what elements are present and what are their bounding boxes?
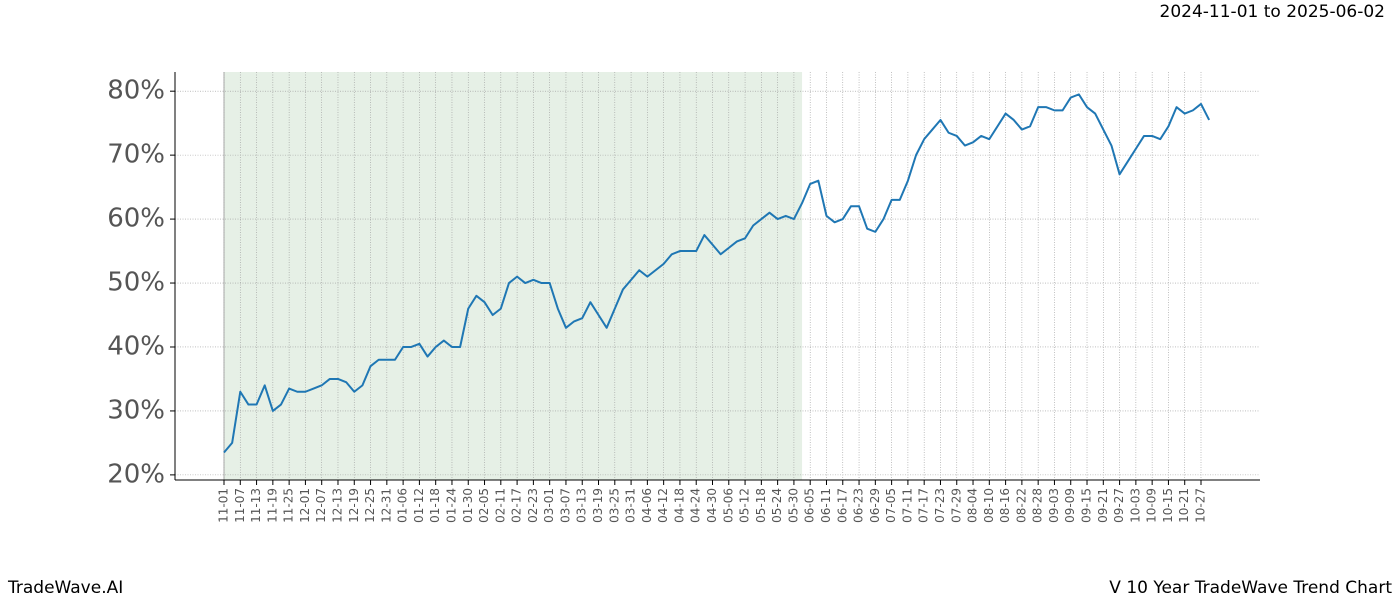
x-tick-label: 11-01 [217, 488, 231, 523]
x-tick-label: 08-16 [998, 488, 1012, 523]
shaded-region [224, 72, 803, 480]
x-tick-label: 04-24 [689, 488, 703, 523]
y-tick-label: 50% [107, 268, 165, 298]
y-tick-label: 70% [107, 140, 165, 170]
x-tick-label: 01-18 [428, 488, 442, 523]
x-tick-label: 12-19 [347, 488, 361, 523]
x-tick-label: 04-06 [640, 488, 654, 523]
x-tick-label: 07-05 [884, 488, 898, 523]
x-tick-label: 10-03 [1128, 488, 1142, 523]
x-tick-label: 11-25 [282, 488, 296, 523]
chart-title: 2024-11-01 to 2025-06-02 [1160, 2, 1385, 22]
x-tick-label: 04-18 [672, 488, 686, 523]
x-tick-label: 08-10 [982, 488, 996, 523]
x-tick-label: 03-31 [624, 488, 638, 523]
x-tick-label: 10-15 [1161, 488, 1175, 523]
x-tick-label: 07-17 [917, 488, 931, 523]
x-tick-label: 02-11 [493, 488, 507, 523]
x-tick-label: 12-31 [379, 488, 393, 523]
x-tick-label: 05-24 [770, 488, 784, 523]
y-tick-label: 30% [107, 395, 165, 425]
x-tick-label: 03-25 [607, 488, 621, 523]
x-tick-label: 10-09 [1145, 488, 1159, 523]
x-tick-label: 12-07 [314, 488, 328, 523]
x-tick-label: 10-21 [1177, 488, 1191, 523]
x-tick-label: 11-13 [249, 488, 263, 523]
x-tick-label: 07-23 [933, 488, 947, 523]
x-tick-label: 05-06 [721, 488, 735, 523]
x-tick-label: 12-25 [363, 488, 377, 523]
x-tick-label: 06-17 [835, 488, 849, 523]
x-tick-label: 09-09 [1063, 488, 1077, 523]
x-tick-label: 06-11 [819, 488, 833, 523]
x-tick-label: 09-03 [1047, 488, 1061, 523]
footer-left: TradeWave.AI [7, 578, 123, 598]
x-tick-label: 05-30 [786, 488, 800, 523]
x-tick-label: 09-21 [1096, 488, 1110, 523]
x-tick-label: 04-12 [656, 488, 670, 523]
x-tick-label: 11-19 [265, 488, 279, 523]
x-tick-label: 06-05 [803, 488, 817, 523]
x-tick-label: 12-13 [330, 488, 344, 523]
x-tick-label: 01-06 [396, 488, 410, 523]
y-tick-label: 20% [107, 459, 165, 489]
x-tick-label: 02-23 [526, 488, 540, 523]
x-tick-label: 06-29 [868, 488, 882, 523]
x-tick-label: 06-23 [852, 488, 866, 523]
x-tick-label: 12-01 [298, 488, 312, 523]
y-tick-label: 80% [107, 76, 165, 106]
trend-line [223, 93, 1211, 454]
x-tick-label: 05-18 [754, 488, 768, 523]
x-tick-label: 08-28 [1031, 488, 1045, 523]
x-tick-label: 11-07 [233, 488, 247, 523]
x-tick-label: 03-19 [591, 488, 605, 523]
x-tick-label: 07-29 [949, 488, 963, 523]
x-tick-label: 01-24 [444, 488, 458, 523]
x-tick-label: 10-27 [1194, 488, 1208, 523]
y-tick-label: 60% [107, 204, 165, 234]
x-tick-label: 03-07 [558, 488, 572, 523]
x-tick-label: 03-01 [542, 488, 556, 523]
x-tick-label: 09-27 [1112, 488, 1126, 523]
x-tick-label: 02-05 [477, 488, 491, 523]
x-tick-label: 03-13 [575, 488, 589, 523]
x-tick-label: 09-15 [1080, 488, 1094, 523]
x-tick-label: 08-22 [1014, 488, 1028, 523]
y-tick-label: 40% [107, 331, 165, 361]
x-tick-label: 02-17 [510, 488, 524, 523]
x-tick-label: 05-12 [738, 488, 752, 523]
footer-right: V 10 Year TradeWave Trend Chart [1109, 578, 1392, 598]
x-tick-label: 01-30 [461, 488, 475, 523]
x-tick-label: 01-12 [412, 488, 426, 523]
x-tick-label: 07-11 [900, 488, 914, 523]
x-tick-label: 04-30 [705, 488, 719, 523]
x-tick-label: 08-04 [966, 488, 980, 523]
